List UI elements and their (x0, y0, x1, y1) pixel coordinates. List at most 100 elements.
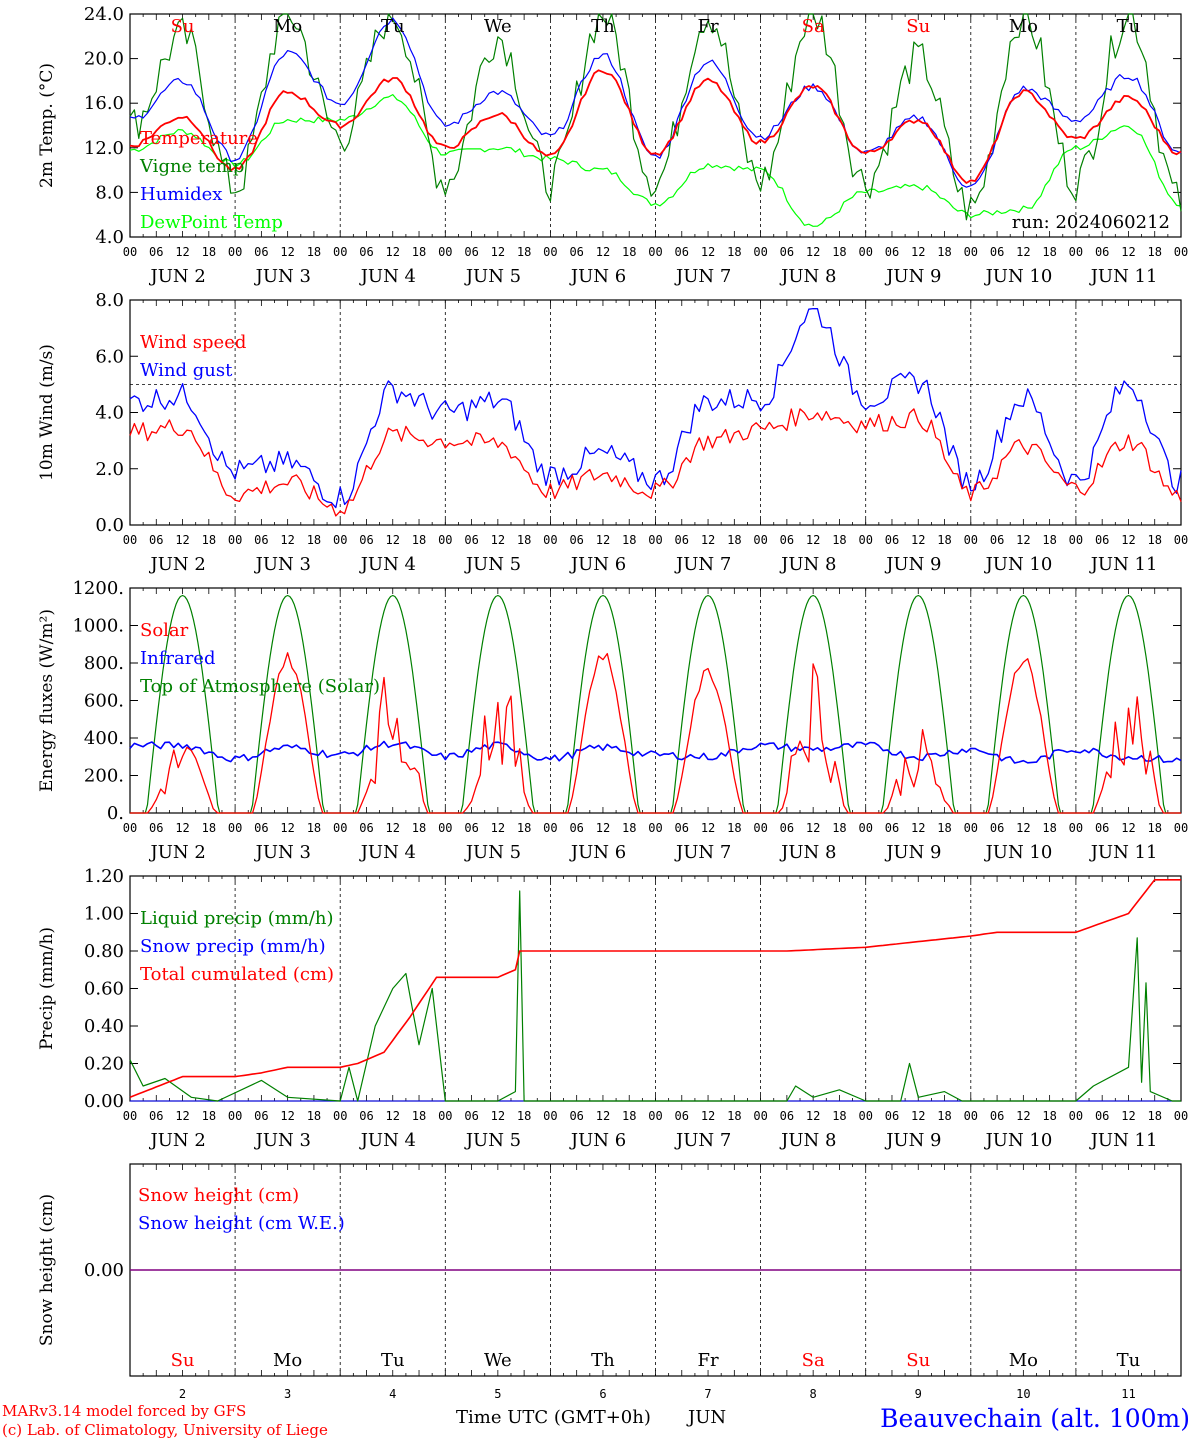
hour-tick-label: 00 (648, 1109, 662, 1123)
hour-tick-label: 18 (1147, 1109, 1161, 1123)
hour-tick-label: 06 (1095, 1109, 1109, 1123)
panel-1-frame (129, 299, 1182, 526)
weekday-label: Su (171, 16, 195, 37)
y-tick-label: 1200. (72, 578, 124, 599)
hour-tick-label: 06 (780, 821, 794, 835)
y-tick-label: 8.0 (95, 290, 124, 311)
hour-tick-label: 00 (123, 245, 137, 259)
lab-credit: (c) Lab. of Climatology, University of L… (2, 1421, 328, 1439)
hour-tick-label: 18 (202, 533, 216, 547)
hour-tick-label: 12 (1121, 533, 1135, 547)
hour-tick-label: 12 (806, 821, 820, 835)
hour-tick-label: 12 (701, 245, 715, 259)
date-label: JUN 11 (1089, 842, 1158, 863)
y-tick-label: 0.40 (84, 1016, 124, 1037)
date-label: JUN 11 (1089, 554, 1158, 575)
hour-tick-label: 12 (596, 821, 610, 835)
hour-tick-label: 00 (858, 821, 872, 835)
date-label: JUN 7 (674, 1130, 731, 1151)
hour-tick-label: 12 (701, 1109, 715, 1123)
hour-tick-label: 12 (386, 245, 400, 259)
hour-tick-label: 06 (254, 533, 268, 547)
hour-tick-label: 00 (1069, 821, 1083, 835)
hour-tick-label: 00 (333, 1109, 347, 1123)
weekday-label: Mo (1009, 16, 1038, 37)
hour-tick-label: 18 (832, 533, 846, 547)
legend-3-0: Liquid precip (mm/h) (140, 908, 334, 929)
weekday-label: Su (906, 1350, 930, 1371)
legend-4-0: Snow height (cm) (138, 1185, 299, 1206)
hour-tick-label: 06 (359, 533, 373, 547)
hour-tick-label: 00 (333, 533, 347, 547)
hour-tick-label: 12 (386, 1109, 400, 1123)
hour-tick-label: 18 (622, 245, 636, 259)
hour-tick-label: 12 (280, 533, 294, 547)
date-label: JUN 9 (884, 1130, 941, 1151)
weekday-label: We (484, 16, 512, 37)
hour-tick-label: 18 (622, 821, 636, 835)
hour-tick-label: 00 (753, 1109, 767, 1123)
hour-tick-label: 06 (1095, 821, 1109, 835)
hour-tick-label: 00 (543, 245, 557, 259)
hour-tick-label: 06 (149, 533, 163, 547)
hour-tick-label: 00 (648, 533, 662, 547)
date-label: JUN 2 (149, 554, 206, 575)
hour-tick-label: 18 (307, 245, 321, 259)
weekday-label: Th (591, 1350, 615, 1371)
legend-4-1: Snow height (cm W.E.) (138, 1213, 345, 1234)
hour-tick-label: 12 (386, 821, 400, 835)
legend-0-0: Temperature (140, 128, 258, 149)
y-tick-label: 6.0 (95, 346, 124, 367)
hour-tick-label: 00 (648, 245, 662, 259)
hour-tick-label: 12 (175, 1109, 189, 1123)
date-label: JUN 5 (464, 1130, 521, 1151)
hour-tick-label: 00 (543, 1109, 557, 1123)
hour-tick-label: 18 (1147, 821, 1161, 835)
hour-tick-label: 12 (491, 245, 505, 259)
date-label: JUN 3 (254, 1130, 311, 1151)
date-label: JUN 2 (149, 842, 206, 863)
series-total-cumulated-line (129, 878, 1181, 1099)
date-label: JUN 6 (569, 1130, 626, 1151)
hour-tick-label: 18 (832, 1109, 846, 1123)
hour-tick-label: 06 (885, 533, 899, 547)
panel-2-ylabel: Energy fluxes (W/m²) (37, 609, 57, 792)
legend-0-3: DewPoint Temp (140, 212, 283, 233)
y-tick-label: 8.0 (95, 182, 124, 203)
weekday-label: Fr (698, 1350, 719, 1371)
hour-tick-label: 18 (202, 821, 216, 835)
hour-tick-label: 18 (937, 533, 951, 547)
legend-0-1: Vigne temp (139, 156, 244, 177)
hour-tick-label: 06 (254, 245, 268, 259)
hour-tick-label: 06 (254, 1109, 268, 1123)
hour-tick-label: 12 (596, 245, 610, 259)
y-tick-label: 0. (107, 803, 124, 824)
date-label: JUN 8 (779, 554, 836, 575)
series-vigne-temp-line (129, 13, 1182, 221)
y-tick-label: 1.20 (84, 866, 124, 887)
date-label: JUN 11 (1089, 1130, 1158, 1151)
hour-tick-label: 12 (596, 533, 610, 547)
hour-tick-label: 18 (832, 821, 846, 835)
hour-tick-label: 00 (1069, 533, 1083, 547)
date-label: JUN 5 (464, 842, 521, 863)
hour-tick-label: 12 (596, 1109, 610, 1123)
hour-tick-label: 12 (911, 821, 925, 835)
hour-tick-label: 12 (175, 533, 189, 547)
hour-tick-label: 00 (1069, 245, 1083, 259)
date-label: JUN 7 (674, 842, 731, 863)
day-number-label: 11 (1121, 1387, 1135, 1401)
panel-4-ylabel: Snow height (cm) (37, 1194, 57, 1346)
hour-tick-label: 12 (1121, 821, 1135, 835)
y-tick-label: 0.60 (84, 979, 124, 1000)
panel-3-ylabel: Precip (mm/h) (37, 927, 57, 1050)
series-infrared-line (129, 740, 1182, 764)
date-label: JUN 10 (984, 554, 1053, 575)
hour-tick-label: 18 (937, 821, 951, 835)
weekday-label: Su (171, 1350, 195, 1371)
legend-3-1: Snow precip (mm/h) (140, 936, 326, 957)
legend-2-2: Top of Atmosphere (Solar) (140, 676, 380, 697)
y-tick-label: 4.0 (95, 227, 124, 248)
hour-tick-label: 18 (1042, 1109, 1056, 1123)
